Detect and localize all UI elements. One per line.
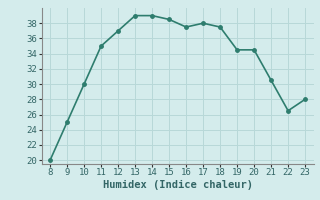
X-axis label: Humidex (Indice chaleur): Humidex (Indice chaleur) <box>103 180 252 190</box>
